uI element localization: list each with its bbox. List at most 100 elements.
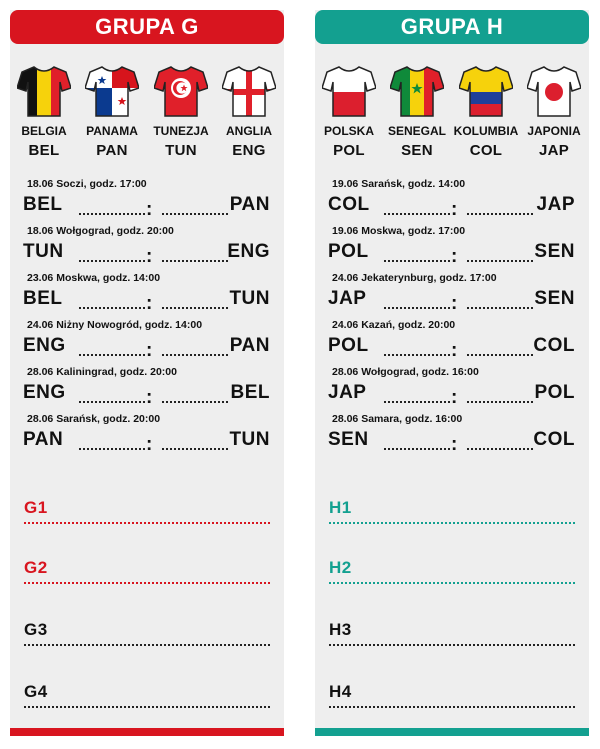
team-code: ENG [232, 142, 266, 159]
away-team-code: COL [533, 335, 575, 356]
poland-shirt-icon [322, 66, 376, 117]
standing-slot-g1[interactable]: G1 [24, 498, 270, 524]
match-row: 28.06 Kaliningrad, godz. 20:00 ENG : BEL [10, 366, 284, 412]
team-panama: PANAMA PAN [78, 64, 146, 159]
group-g-header: GRUPA G [10, 10, 284, 44]
team-poland: POLSKA POL [315, 64, 383, 159]
standing-label: H4 [329, 682, 352, 701]
away-team-code: SEN [534, 241, 575, 262]
standing-slot-h4[interactable]: H4 [329, 682, 575, 708]
away-score-field[interactable] [162, 448, 228, 450]
standing-line [329, 644, 575, 646]
match-info: 24.06 Kazań, godz. 20:00 [332, 319, 456, 331]
standing-slot-h2[interactable]: H2 [329, 558, 575, 584]
match-info: 24.06 Niżny Nowogród, godz. 14:00 [27, 319, 203, 331]
home-score-field[interactable] [79, 448, 145, 450]
standing-slot-h3[interactable]: H3 [329, 620, 575, 646]
home-score-field[interactable] [384, 307, 450, 309]
standing-slot-g2[interactable]: G2 [24, 558, 270, 584]
match-info: 28.06 Wołgograd, godz. 16:00 [332, 366, 479, 378]
home-score-field[interactable] [384, 448, 450, 450]
team-belgium: BELGIA BEL [10, 64, 78, 159]
team-name: SENEGAL [387, 124, 446, 138]
score-separator: : [451, 199, 458, 220]
away-score-field[interactable] [162, 213, 228, 215]
team-japan: JAPONIA JAP [520, 64, 588, 159]
home-team-code: POL [328, 241, 369, 262]
standing-slot-h1[interactable]: H1 [329, 498, 575, 524]
team-name: TUNEZJA [153, 124, 209, 138]
standing-label: G1 [24, 498, 48, 517]
standing-line [24, 706, 270, 708]
standing-slot-g4[interactable]: G4 [24, 682, 270, 708]
team-name: ANGLIA [226, 124, 272, 138]
home-score-field[interactable] [79, 401, 145, 403]
home-team-code: ENG [23, 382, 66, 403]
score-separator: : [146, 293, 153, 314]
group-g-teams: BELGIA BEL PANAMA PAN [10, 64, 284, 174]
team-tunisia: TUNEZJA TUN [147, 64, 215, 159]
score-separator: : [146, 387, 153, 408]
home-score-field[interactable] [384, 401, 450, 403]
standing-slot-g3[interactable]: G3 [24, 620, 270, 646]
standing-label: G2 [24, 558, 48, 577]
standing-line [329, 582, 575, 584]
standing-label: H2 [329, 558, 352, 577]
home-score-field[interactable] [79, 354, 145, 356]
standing-line [329, 522, 575, 524]
score-separator: : [146, 434, 153, 455]
match-row: 23.06 Moskwa, godz. 14:00 BEL : TUN [10, 272, 284, 318]
away-team-code: TUN [229, 429, 270, 450]
away-score-field[interactable] [467, 354, 533, 356]
match-info: 28.06 Sarańsk, godz. 20:00 [27, 413, 161, 425]
away-team-code: JAP [536, 194, 575, 215]
team-england: ANGLIA ENG [215, 64, 283, 159]
match-info: 18.06 Wołgograd, godz. 20:00 [27, 225, 174, 237]
home-score-field[interactable] [384, 260, 450, 262]
home-score-field[interactable] [384, 354, 450, 356]
away-team-code: PAN [229, 194, 270, 215]
home-score-field[interactable] [79, 260, 145, 262]
away-score-field[interactable] [467, 307, 533, 309]
away-score-field[interactable] [467, 260, 533, 262]
away-score-field[interactable] [162, 260, 228, 262]
match-row: 19.06 Sarańsk, godz. 14:00 COL : JAP [315, 178, 589, 224]
match-row: 24.06 Niżny Nowogród, godz. 14:00 ENG : … [10, 319, 284, 365]
away-score-field[interactable] [467, 213, 533, 215]
belgium-shirt-icon [17, 66, 71, 117]
match-row: 18.06 Soczi, godz. 17:00 BEL : PAN [10, 178, 284, 224]
team-code: POL [333, 142, 365, 159]
away-team-code: POL [534, 382, 575, 403]
away-score-field[interactable] [162, 401, 228, 403]
match-info: 28.06 Kaliningrad, godz. 20:00 [27, 366, 177, 378]
panama-shirt-icon [85, 66, 139, 117]
away-score-field[interactable] [162, 354, 228, 356]
standing-line [24, 522, 270, 524]
home-score-field[interactable] [79, 307, 145, 309]
home-team-code: SEN [328, 429, 369, 450]
team-senegal: SENEGAL SEN [383, 64, 451, 159]
away-score-field[interactable] [467, 401, 533, 403]
home-team-code: BEL [23, 194, 63, 215]
match-info: 18.06 Soczi, godz. 17:00 [27, 178, 147, 190]
away-score-field[interactable] [162, 307, 228, 309]
match-info: 24.06 Jekaterynburg, godz. 17:00 [332, 272, 497, 284]
home-score-field[interactable] [79, 213, 145, 215]
standing-label: G3 [24, 620, 48, 639]
score-separator: : [451, 387, 458, 408]
group-h-header: GRUPA H [315, 10, 589, 44]
away-team-code: BEL [230, 382, 270, 403]
team-name: PANAMA [86, 124, 138, 138]
away-team-code: SEN [534, 288, 575, 309]
away-team-code: ENG [227, 241, 270, 262]
team-code: PAN [96, 142, 128, 159]
score-separator: : [146, 199, 153, 220]
standing-label: H1 [329, 498, 352, 517]
away-score-field[interactable] [467, 448, 533, 450]
home-team-code: JAP [328, 288, 367, 309]
standing-line [24, 644, 270, 646]
match-row: 28.06 Samara, godz. 16:00 SEN : COL [315, 413, 589, 459]
home-team-code: PAN [23, 429, 64, 450]
team-name: POLSKA [323, 124, 374, 138]
home-score-field[interactable] [384, 213, 450, 215]
